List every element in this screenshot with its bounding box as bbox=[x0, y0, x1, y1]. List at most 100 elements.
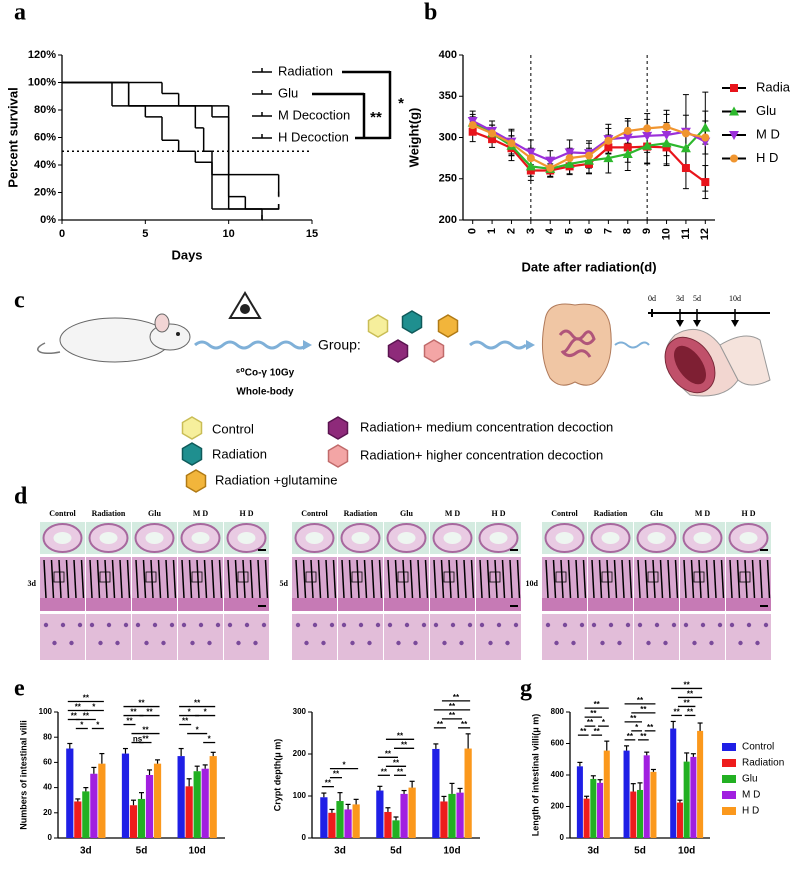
nucleus bbox=[513, 622, 519, 628]
nucleus bbox=[329, 622, 335, 628]
significance: ** bbox=[397, 731, 404, 740]
marker bbox=[622, 133, 633, 143]
x-tick-label: 11 bbox=[680, 228, 692, 240]
time-label: 10d bbox=[526, 579, 539, 588]
bar bbox=[193, 771, 201, 838]
hexagon bbox=[401, 310, 423, 334]
section-zoom bbox=[40, 614, 85, 660]
significance: * bbox=[208, 735, 212, 744]
villus bbox=[317, 559, 322, 599]
significance: ** bbox=[461, 720, 468, 729]
time-label: 5d bbox=[280, 579, 289, 588]
legend-swatch bbox=[722, 743, 736, 751]
legend-label: M D bbox=[742, 790, 760, 801]
nucleus bbox=[571, 640, 576, 646]
bar bbox=[630, 791, 637, 838]
crypt-band bbox=[132, 598, 177, 611]
significance: ** bbox=[587, 718, 594, 727]
bar bbox=[98, 763, 106, 838]
nucleus bbox=[253, 640, 258, 646]
significance: ** bbox=[75, 703, 82, 712]
villus bbox=[705, 559, 710, 599]
x-tick-label: 5d bbox=[634, 846, 646, 857]
villus bbox=[227, 559, 231, 599]
villus bbox=[744, 559, 748, 599]
y-tick-label: 40% bbox=[34, 159, 56, 171]
significance: ** bbox=[130, 708, 137, 717]
significance: ** bbox=[594, 700, 601, 709]
bar bbox=[576, 766, 583, 838]
crypt-band bbox=[430, 598, 475, 611]
significance: ** bbox=[640, 732, 647, 741]
section-zoom bbox=[680, 614, 725, 660]
nucleus bbox=[404, 622, 410, 628]
x-tick-label: 5 bbox=[142, 228, 148, 240]
villus bbox=[58, 559, 62, 599]
nucleus bbox=[709, 640, 714, 646]
villus bbox=[196, 559, 200, 599]
bar bbox=[376, 790, 384, 838]
nucleus bbox=[198, 622, 204, 628]
marker bbox=[730, 154, 738, 163]
crypt-band bbox=[224, 598, 269, 611]
section-zoom bbox=[542, 614, 587, 660]
villus bbox=[111, 559, 116, 599]
intestine-lumen bbox=[647, 532, 666, 544]
marker bbox=[585, 151, 593, 160]
marker bbox=[622, 149, 633, 158]
villus bbox=[348, 559, 353, 599]
legend-label: Radiation+ higher concentration decoctio… bbox=[360, 447, 603, 462]
villus bbox=[628, 559, 633, 599]
y-tick-label: 60% bbox=[34, 131, 56, 143]
villus bbox=[567, 559, 572, 599]
x-tick-label: 8 bbox=[622, 228, 634, 234]
nucleus bbox=[692, 640, 697, 646]
significance: * bbox=[92, 703, 96, 712]
villus bbox=[759, 559, 763, 599]
bar bbox=[670, 728, 677, 838]
timeline-label: 3d bbox=[676, 294, 684, 303]
y-tick-label: 120% bbox=[28, 49, 56, 61]
bar bbox=[82, 791, 90, 838]
marker bbox=[680, 143, 691, 153]
arrow bbox=[469, 340, 527, 350]
villus bbox=[713, 559, 717, 599]
intestine-lumen bbox=[739, 532, 758, 544]
x-tick-label: 15 bbox=[306, 228, 318, 240]
zoom-box bbox=[647, 571, 659, 583]
x-tick-label: 9 bbox=[641, 228, 653, 234]
legend-label: Radiation+ medium concentration decoctio… bbox=[360, 419, 613, 434]
y-tick-label: 350 bbox=[439, 90, 457, 102]
timeline-arrow-head bbox=[731, 320, 739, 327]
intestine-lumen bbox=[237, 532, 256, 544]
timeline-label: 5d bbox=[693, 294, 701, 303]
villus bbox=[424, 559, 429, 599]
villus bbox=[65, 559, 70, 599]
villus bbox=[341, 559, 345, 599]
colon bbox=[541, 303, 612, 386]
villus bbox=[43, 559, 47, 599]
y-tick-label: 80% bbox=[34, 104, 56, 116]
column-header: H D bbox=[492, 509, 506, 518]
villus bbox=[736, 559, 741, 599]
significance: ** bbox=[684, 681, 691, 690]
nucleus bbox=[433, 622, 439, 628]
nucleus bbox=[69, 640, 74, 646]
significance: * bbox=[635, 723, 639, 732]
intestine-lumen bbox=[397, 532, 416, 544]
x-tick-label: 3d bbox=[80, 846, 92, 857]
villus bbox=[203, 559, 208, 599]
significance: ** bbox=[449, 702, 456, 711]
marker bbox=[661, 131, 672, 141]
villus bbox=[652, 559, 656, 599]
section-zoom bbox=[338, 614, 383, 660]
significance: * bbox=[96, 721, 100, 730]
villus bbox=[157, 559, 162, 599]
zoom-box bbox=[53, 571, 65, 583]
group-label: Group: bbox=[318, 337, 361, 353]
nucleus bbox=[413, 640, 418, 646]
villus bbox=[264, 559, 269, 599]
significance: ** bbox=[333, 770, 340, 779]
section-zoom bbox=[224, 614, 269, 660]
